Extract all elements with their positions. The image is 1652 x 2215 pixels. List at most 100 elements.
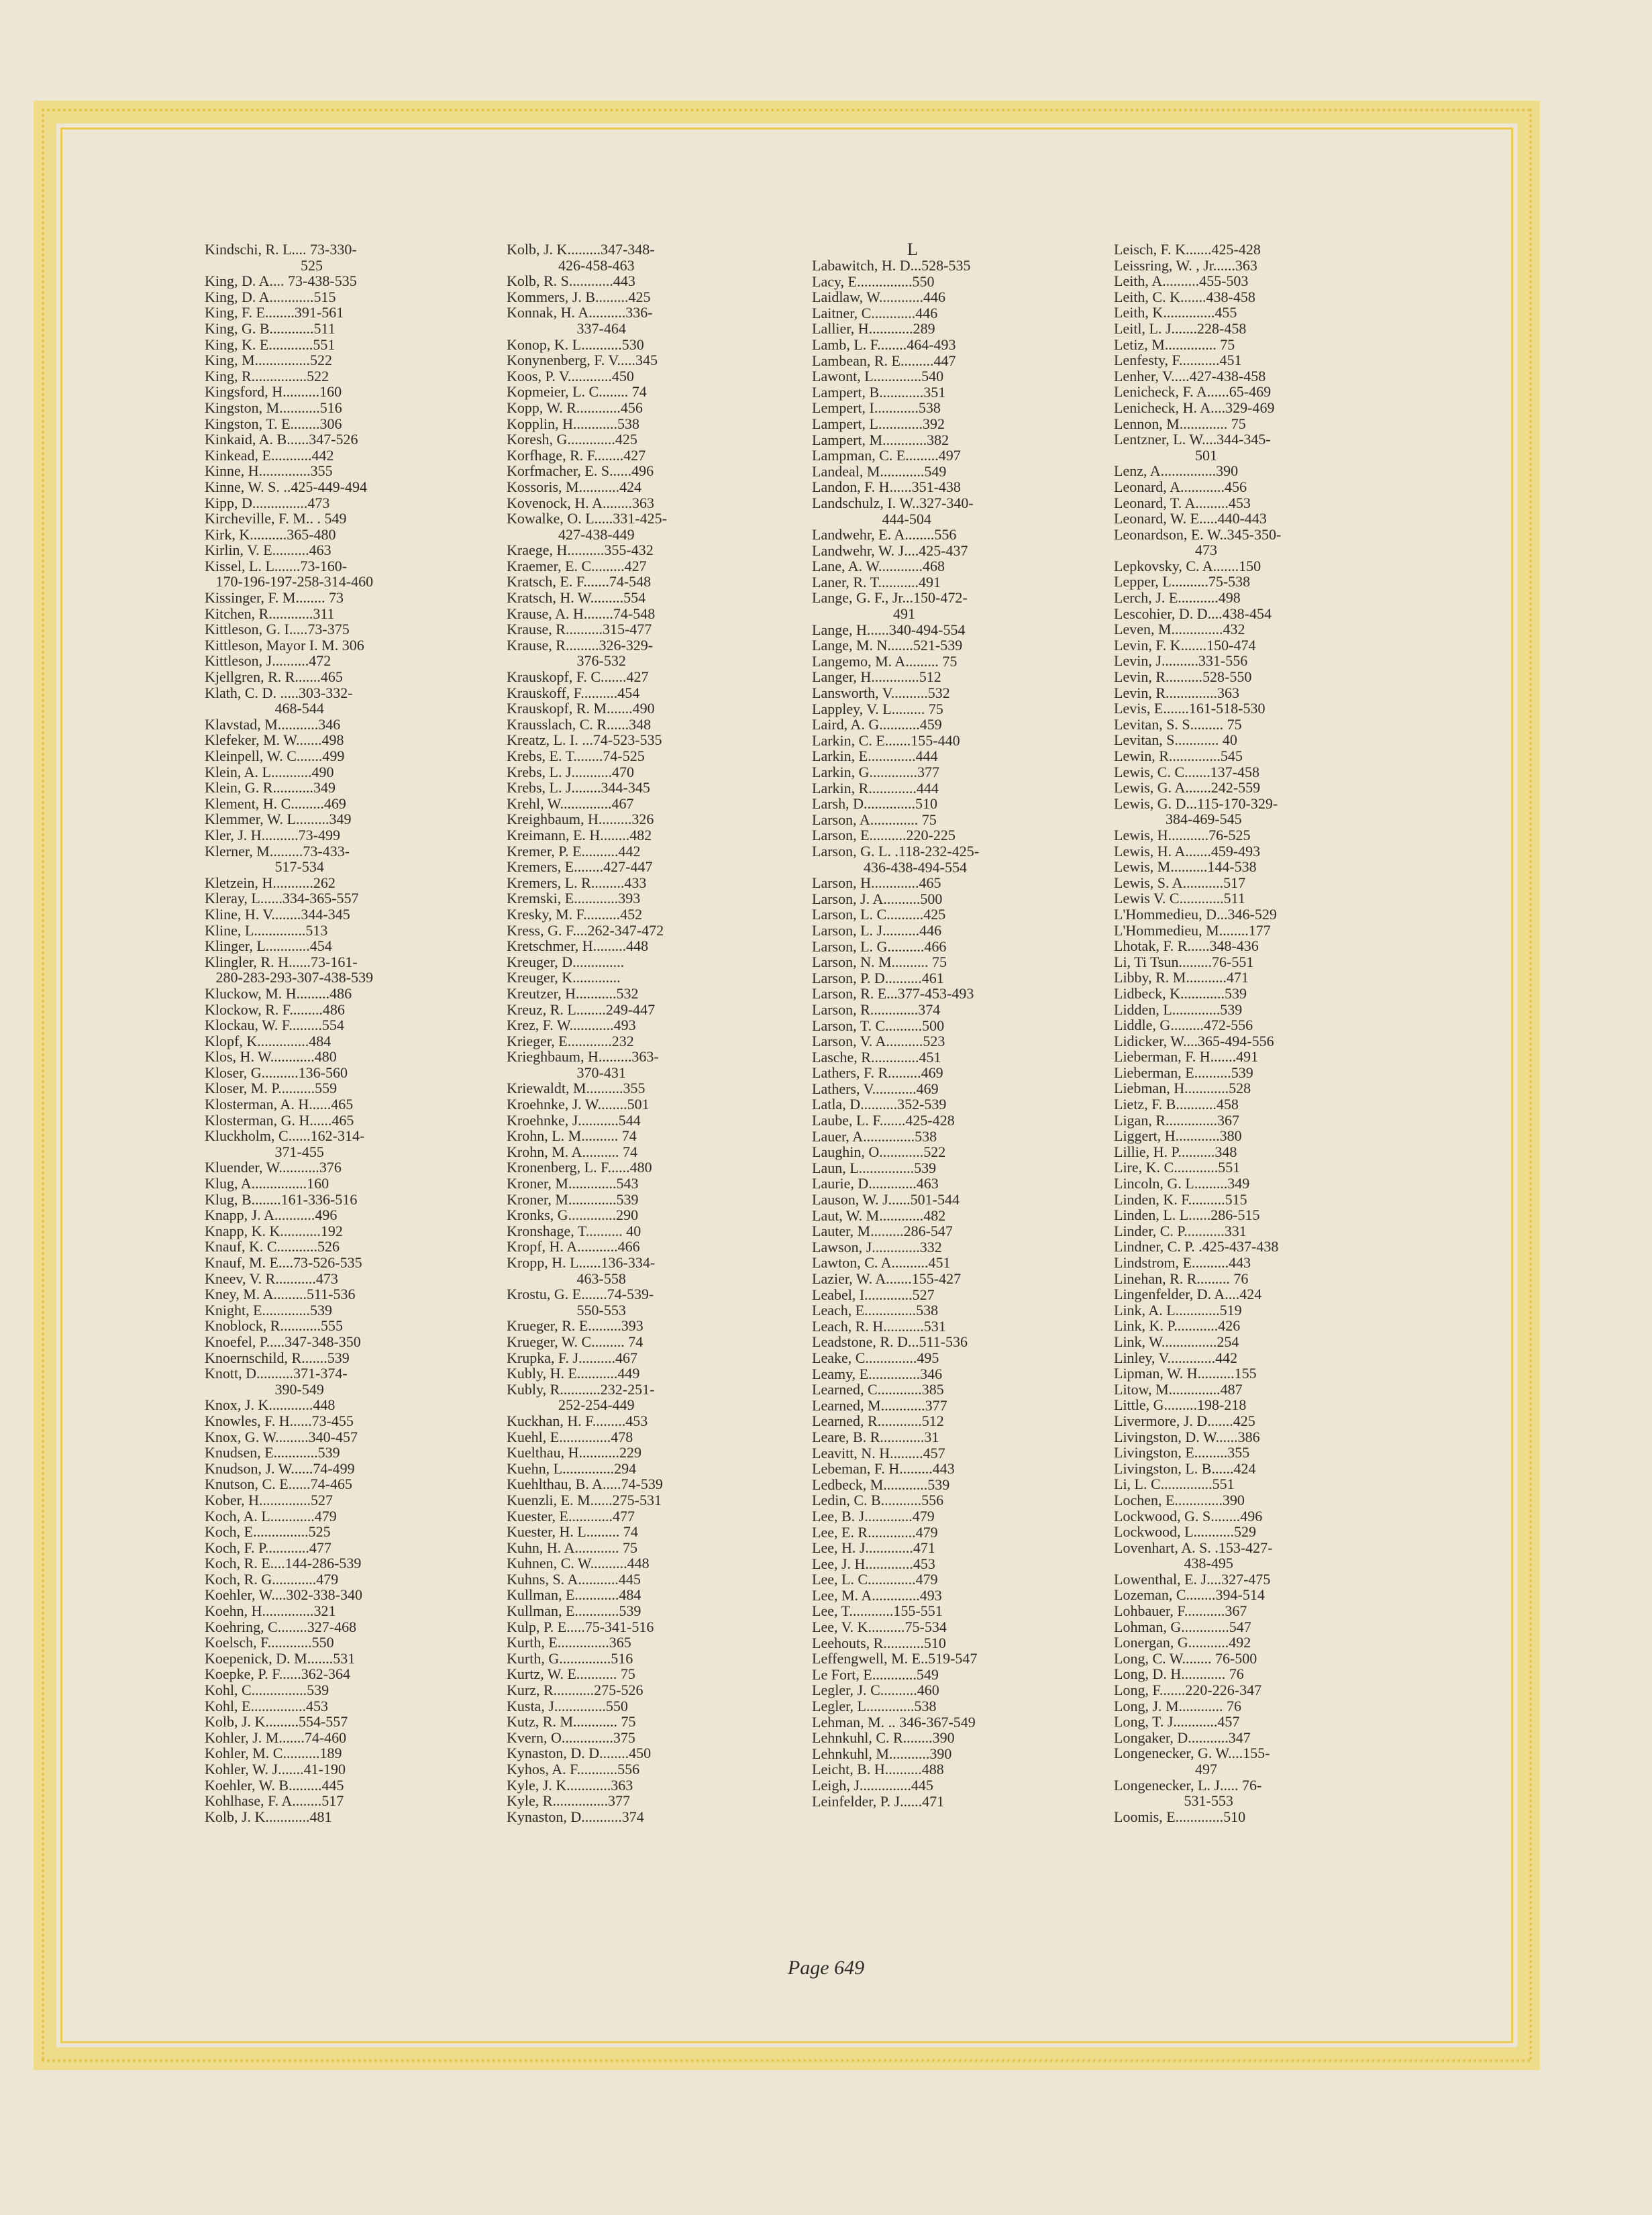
index-entry: Loomis, E.............510 (1114, 1808, 1246, 1825)
index-entry: Larsh, D..............510 (812, 795, 937, 813)
index-entry: Krebs, E. T........74-525 (507, 748, 645, 764)
index-entry: Knauf, M. E....73-526-535 (205, 1254, 362, 1271)
index-entry: Langemo, M. A......... 75 (812, 652, 958, 670)
index-entry: Ligan, R..............367 (1114, 1111, 1239, 1129)
index-entry: Lange, H......340-494-554 (812, 621, 966, 638)
index-entry: Kohl, C...............539 (205, 1682, 329, 1699)
index-entry: Linden, K. F..........515 (1114, 1190, 1247, 1208)
index-entry: Kurth, G..............516 (507, 1649, 633, 1667)
index-entry: Kropp, H. L......136-334- (507, 1254, 656, 1271)
index-entry: Klath, C. D. .....303-332- (205, 684, 353, 701)
index-entry: Long, T. J............457 (1114, 1713, 1240, 1731)
index-entry: Lieberman, F. H.......491 (1114, 1048, 1259, 1066)
index-entry: Larkin, R.............444 (812, 779, 939, 796)
index-entry: Leissring, W. , Jr......363 (1114, 256, 1257, 274)
index-entry: Langer, H.............512 (812, 668, 941, 686)
index-entry: Klefeker, M. W.......498 (205, 731, 344, 749)
index-entry: 371-455 (205, 1143, 324, 1160)
index-entry: Knoblock, R...........555 (205, 1317, 343, 1335)
index-entry: Kipp, D...............473 (205, 494, 330, 511)
index-entry: Kuhns, S. A...........445 (507, 1570, 641, 1588)
index-entry: Lewis, H. A.......459-493 (1114, 842, 1261, 860)
index-entry: Kronks, G.............290 (507, 1206, 639, 1224)
index-entry: Leonard, W. E.....440-443 (1114, 510, 1267, 527)
index-entry: Kissinger, F. M........ 73 (205, 589, 344, 607)
index-entry: Kynaston, D. D........450 (507, 1745, 652, 1762)
index-entry: Lawont, L.............540 (812, 368, 944, 385)
index-entry: 427-438-449 (507, 525, 635, 543)
index-entry: Lee, J. H.............453 (812, 1555, 935, 1572)
index-entry: Kurth, E..............365 (507, 1634, 631, 1651)
index-entry: King, D. A............515 (205, 288, 336, 305)
index-entry: L'Hommedieu, D...346-529 (1114, 905, 1277, 923)
index-entry: Livingston, E.........355 (1114, 1444, 1250, 1461)
index-entry: Klosterman, G. H......465 (205, 1111, 354, 1129)
index-entry: Krause, A. H........74-548 (507, 605, 656, 622)
index-entry: Larson, L. C..........425 (812, 906, 946, 923)
index-entry: 550-553 (507, 1301, 626, 1319)
index-entry: Kuester, H. L......... 74 (507, 1523, 638, 1541)
index-entry: Klavstad, M...........346 (205, 715, 341, 733)
index-entry: 337-464 (507, 319, 626, 337)
index-entry: Kingston, T. E........306 (205, 415, 342, 432)
index-entry: Krieghbaum, H.........363- (507, 1048, 659, 1066)
index-entry: Kullman, E............484 (507, 1586, 641, 1604)
index-entry: Lee, H. J.............471 (812, 1539, 935, 1557)
index-entry: Knowles, F. H......73-455 (205, 1412, 354, 1429)
index-entry: Kroner, M.............539 (507, 1190, 639, 1208)
index-entry: Klosterman, A. H......465 (205, 1096, 354, 1113)
index-entry: Lennon, M............. 75 (1114, 415, 1246, 432)
index-entry: Laut, W. M............482 (812, 1206, 946, 1224)
index-entry: Lathers, V............469 (812, 1080, 939, 1097)
index-entry: 370-431 (507, 1064, 626, 1081)
index-entry: Leith, C. K.......438-458 (1114, 288, 1255, 305)
index-entry: Kubly, R...........232-251- (507, 1380, 655, 1398)
index-entry: Livingston, D. W......386 (1114, 1428, 1260, 1445)
index-entry: Lire, K. C............551 (1114, 1159, 1241, 1176)
index-columns: Kindschi, R. L.... 73-330- 525 King, D. A… (205, 241, 1352, 1919)
index-entry: Kirlin, V. E..........463 (205, 542, 331, 559)
index-entry: Knudson, J. W......74-499 (205, 1459, 355, 1477)
index-entry: Long, J. M............ 76 (1114, 1697, 1242, 1714)
index-entry: Ledbeck, M............539 (812, 1476, 950, 1493)
index-entry: Leare, B. R............31 (812, 1428, 939, 1445)
index-entry: Klug, A...............160 (205, 1175, 329, 1192)
index-entry: Kvern, O..............375 (507, 1729, 635, 1746)
index-entry: Linder, C. P...........331 (1114, 1222, 1247, 1239)
index-entry: Long, F.......220-226-347 (1114, 1682, 1262, 1699)
index-entry: Larkin, G.............377 (812, 764, 940, 780)
index-entry: Kovenock, H. A........363 (507, 494, 654, 511)
index-entry: Lewis V. C............511 (1114, 890, 1245, 907)
index-entry: 252-254-449 (507, 1396, 635, 1414)
index-entry: Larson, R. E...377-453-493 (812, 985, 974, 1002)
index-entry: Lenz, A...............390 (1114, 462, 1239, 480)
index-entry: Learned, R............512 (812, 1412, 944, 1430)
index-entry: Koos, P. V............450 (507, 367, 634, 384)
index-entry: Lewis, C. C.......137-458 (1114, 763, 1259, 780)
index-entry: Lindner, C. P. .425-437-438 (1114, 1238, 1279, 1255)
index-entry: Link, K. P............426 (1114, 1317, 1241, 1335)
index-entry: Knapp, J. A...........496 (205, 1206, 338, 1224)
index-entry: 390-549 (205, 1380, 324, 1398)
index-entry: Leonard, A............456 (1114, 478, 1247, 495)
index-entry: Kutz, R. M............ 75 (507, 1713, 636, 1731)
index-entry: King, F. E........391-561 (205, 304, 344, 321)
index-entry: Kroner, M.............543 (507, 1175, 639, 1192)
index-entry: L'Hommedieu, M........177 (1114, 921, 1271, 939)
index-entry: Longaker, D...........347 (1114, 1729, 1251, 1746)
index-entry: Kohler, M. C..........189 (205, 1745, 342, 1762)
index-entry: Learned, M............377 (812, 1396, 947, 1414)
index-entry: Leisch, F. K.......425-428 (1114, 241, 1261, 258)
index-entry: 501 (1114, 446, 1217, 464)
index-entry: Lacy, E...............550 (812, 272, 935, 290)
index-entry: Krehl, W..............467 (507, 794, 634, 812)
index-entry: Lescohier, D. D....438-454 (1114, 605, 1272, 622)
index-entry: Kuester, E............477 (507, 1507, 635, 1525)
index-entry: Larson, L. G..........466 (812, 937, 947, 955)
index-entry: Lozeman, C........394-514 (1114, 1586, 1265, 1604)
index-entry: Klockau, W. F.........554 (205, 1017, 344, 1034)
index-entry: Kreimann, E. H........482 (507, 826, 652, 843)
index-entry: Larson, V. A..........523 (812, 1033, 945, 1050)
index-entry: Lee, V. K..........75-534 (812, 1618, 947, 1636)
index-entry: Klein, G. R...........349 (205, 779, 335, 796)
